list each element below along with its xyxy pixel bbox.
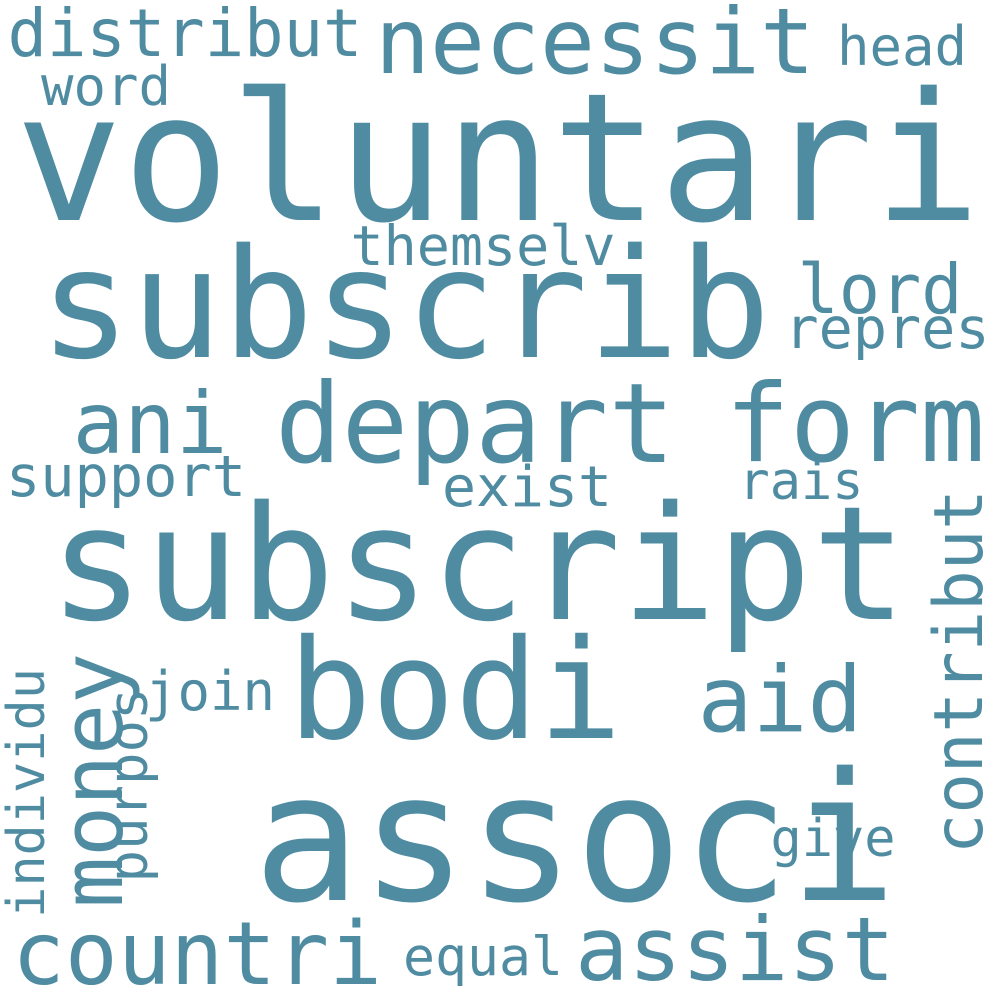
- word-equal: equal: [403, 926, 563, 989]
- word-exist: exist: [442, 454, 612, 520]
- word-necessit: necessit: [374, 0, 816, 96]
- word-bodi: bodi: [288, 608, 622, 771]
- word-repres: repres: [784, 295, 990, 362]
- word-distribut: distribut: [7, 0, 363, 73]
- word-head: head: [837, 15, 967, 78]
- word-voluntari: voluntari: [15, 55, 981, 263]
- word-support: support: [6, 443, 246, 510]
- word-rais: rais: [738, 452, 864, 513]
- word-join: join: [145, 660, 275, 723]
- word-subscrib: subscrib: [39, 216, 771, 394]
- word-give: give: [770, 809, 896, 870]
- word-depart: depart: [274, 359, 675, 489]
- word-contribut: contribut: [918, 489, 998, 855]
- word-lord: lord: [797, 249, 963, 330]
- word-subscript: subscript: [48, 472, 908, 657]
- word-aid: aid: [697, 646, 863, 754]
- word-countri: countri: [11, 903, 382, 1000]
- word-themselv: themselv: [350, 214, 616, 279]
- word-ani: ani: [72, 374, 228, 475]
- word-individu: individu: [0, 668, 58, 918]
- word-associ: associ: [253, 735, 897, 943]
- word-purpos: purpos: [96, 687, 159, 883]
- word-word: word: [41, 55, 171, 118]
- word-assist: assist: [575, 897, 895, 1000]
- word-form: form: [724, 362, 985, 488]
